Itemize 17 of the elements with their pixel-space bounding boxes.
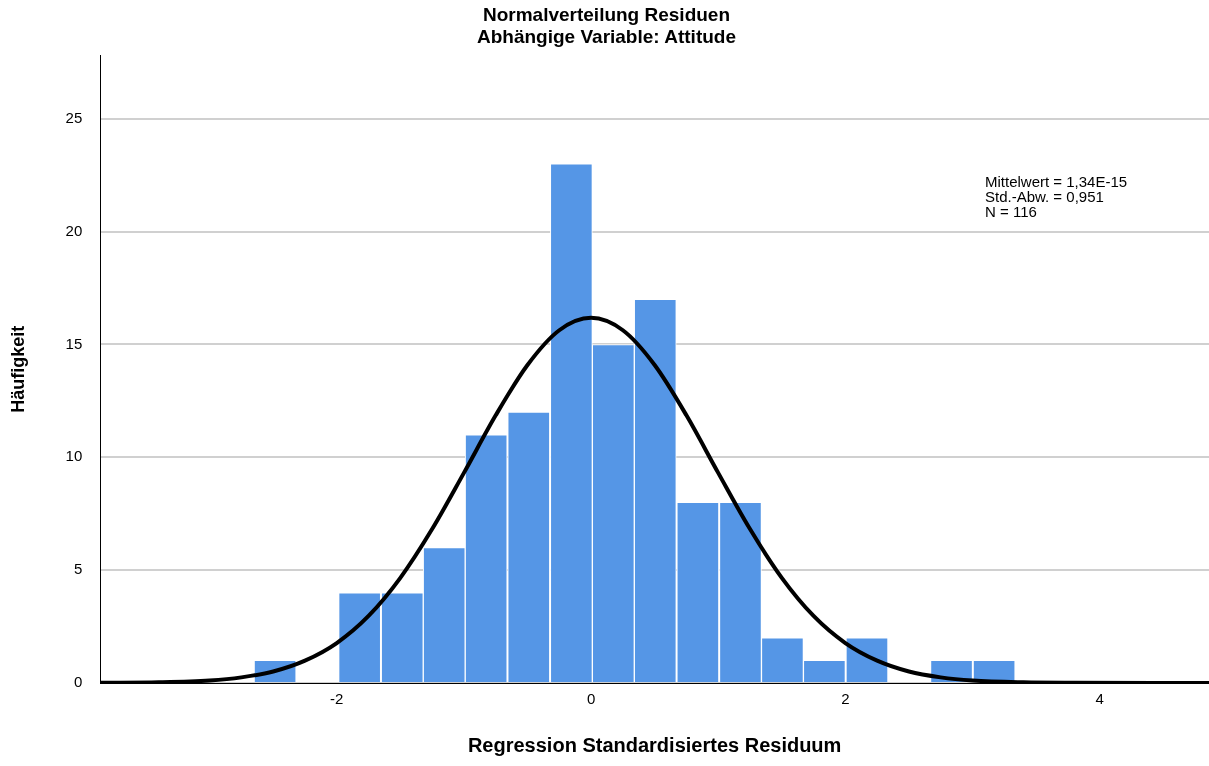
y-tick-label: 0 xyxy=(73,673,83,691)
x-axis-title: Regression Standardisiertes Residuum xyxy=(467,733,842,756)
x-tick-label: 2 xyxy=(841,690,850,708)
y-tick-label: 10 xyxy=(65,447,83,465)
annotation: Mittelwert = 1,34E-15 xyxy=(985,173,1128,191)
annotation: Std.-Abw. = 0,951 xyxy=(985,188,1104,206)
x-tick-label: -2 xyxy=(330,690,344,708)
x-tick-label: 0 xyxy=(586,690,596,708)
y-tick-label: 15 xyxy=(65,334,83,352)
y-axis-title: Häufigkeit xyxy=(7,325,28,413)
chart-subtitle: Abhängige Variable: Attitude xyxy=(477,26,736,48)
y-tick-label: 20 xyxy=(65,221,83,239)
y-tick-label: 25 xyxy=(65,108,83,126)
annotation: N = 116 xyxy=(985,203,1037,221)
x-tick-label: 4 xyxy=(1095,690,1104,708)
chart-title: Normalverteilung Residuen xyxy=(482,3,731,25)
y-tick-label: 5 xyxy=(73,560,83,578)
